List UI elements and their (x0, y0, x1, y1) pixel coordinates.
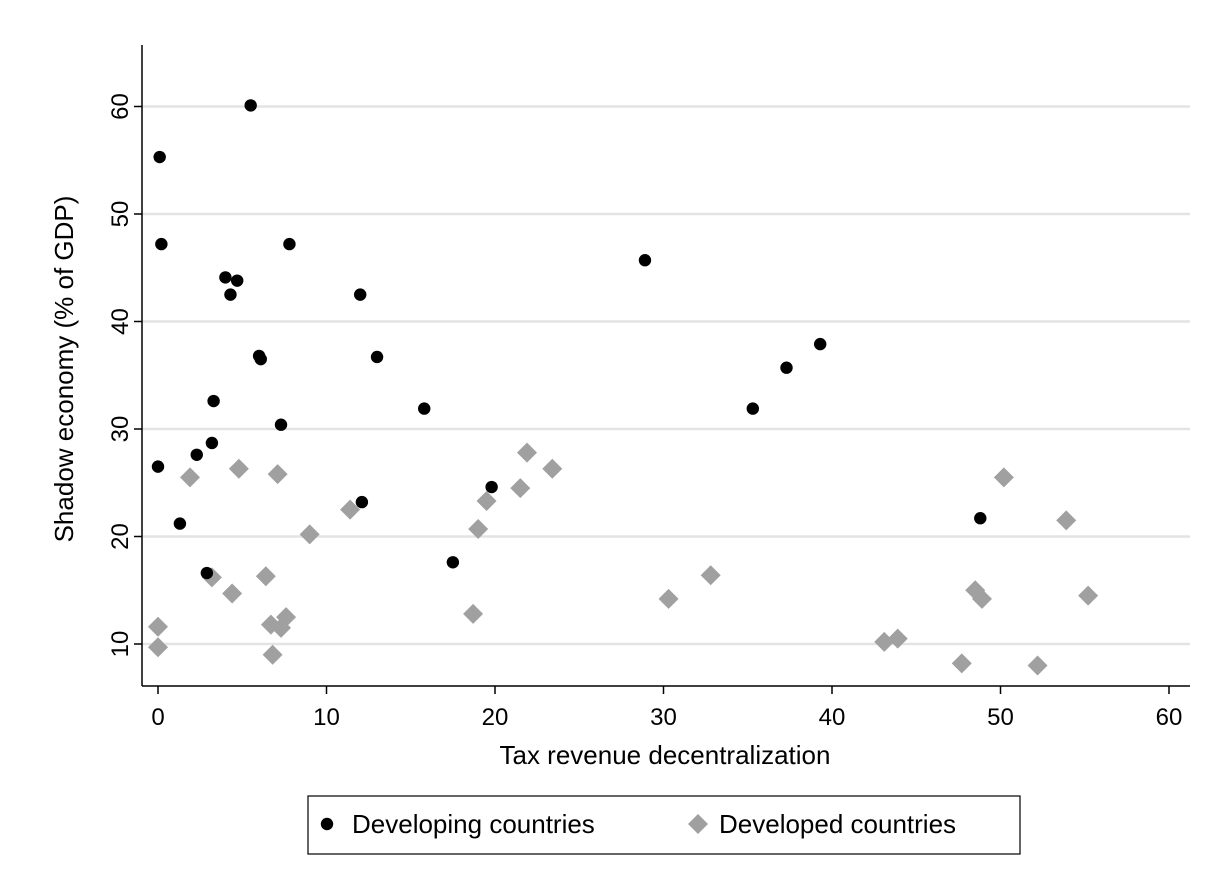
developed-country-point (222, 583, 243, 604)
developing-country-point (207, 394, 220, 408)
x-tick-label: 50 (987, 704, 1014, 731)
developing-country-point (230, 274, 244, 287)
developed-country-point (468, 518, 489, 539)
developed-country-point (476, 491, 497, 512)
developing-country-point (814, 337, 827, 351)
axes: 0 10 20 30 40 50 60 10 20 30 40 50 60 (107, 45, 1190, 731)
developed-country-point (874, 631, 895, 652)
developed-country-point (1056, 510, 1077, 531)
x-tick-label: 30 (650, 704, 677, 731)
developing-country-point (355, 495, 369, 509)
developing-country-point (974, 512, 987, 525)
y-tick-label: 30 (107, 416, 134, 443)
y-tick-label: 10 (107, 631, 134, 658)
developed-country-point (510, 478, 531, 499)
developed-country-point (180, 467, 201, 488)
plot-background (8, 10, 1206, 885)
x-axis-label: Tax revenue decentralization (500, 740, 831, 770)
developing-country-point (219, 271, 232, 284)
developing-country-point (254, 352, 267, 366)
developing-country-point (155, 237, 168, 251)
legend: Developing countries Developed countries (307, 795, 1021, 855)
developing-country-point (151, 460, 165, 473)
developed-country-point (1027, 655, 1048, 676)
developed-country-point (658, 588, 679, 609)
legend-developed-marker (688, 814, 708, 834)
developing-country-point (153, 150, 166, 164)
developed-country-point (148, 637, 168, 658)
developing-country-point (205, 436, 219, 450)
x-tick-label: 20 (482, 704, 509, 731)
developed-country-point (267, 464, 288, 485)
developed-country-point (262, 644, 283, 665)
developed-country-point (971, 588, 992, 609)
developed-country-point (148, 616, 168, 637)
legend-developing-label: Developing countries (352, 809, 595, 839)
developing-country-point (274, 418, 288, 431)
x-tick-label: 0 (151, 704, 164, 731)
developed-country-point (542, 458, 563, 479)
y-tick-label: 40 (107, 308, 134, 335)
developed-country-point (517, 442, 538, 463)
developing-country-point (446, 556, 460, 569)
developed-country-point (255, 566, 276, 587)
developing-country-point (244, 99, 257, 112)
developing-country-point (173, 517, 187, 530)
developed-country-point (951, 653, 972, 674)
x-tick-label: 10 (313, 704, 340, 731)
developing-country-point (190, 448, 203, 461)
developing-country-point (746, 402, 760, 415)
developed-country-point (993, 467, 1014, 488)
developing-country-point (418, 402, 431, 415)
developing-country-point (370, 350, 384, 364)
data-points (148, 99, 1099, 676)
developed-country-point (299, 524, 320, 545)
developing-country-point (780, 361, 793, 374)
developed-country-point (1078, 585, 1099, 606)
developed-country-point (228, 458, 249, 479)
y-tick-label: 60 (107, 93, 134, 120)
developed-country-point (271, 617, 292, 638)
developed-country-point (700, 565, 721, 586)
developed-country-point (887, 628, 908, 649)
developed-country-point (340, 499, 361, 520)
developing-country-point (283, 237, 296, 251)
y-tick-label: 50 (107, 201, 134, 228)
legend-developing-marker (320, 817, 334, 831)
x-tick-label: 60 (1156, 704, 1183, 731)
developed-country-point (463, 603, 484, 624)
developing-country-point (354, 288, 367, 301)
developing-country-point (224, 288, 237, 301)
developing-country-point (638, 254, 652, 267)
y-tick-label: 20 (107, 523, 134, 550)
x-tick-label: 40 (819, 704, 846, 731)
legend-box (307, 795, 1021, 855)
developing-country-point (485, 480, 498, 494)
developing-country-point (200, 566, 214, 580)
legend-developed-label: Developed countries (719, 809, 956, 839)
y-axis-label: Shadow economy (% of GDP) (49, 196, 79, 543)
